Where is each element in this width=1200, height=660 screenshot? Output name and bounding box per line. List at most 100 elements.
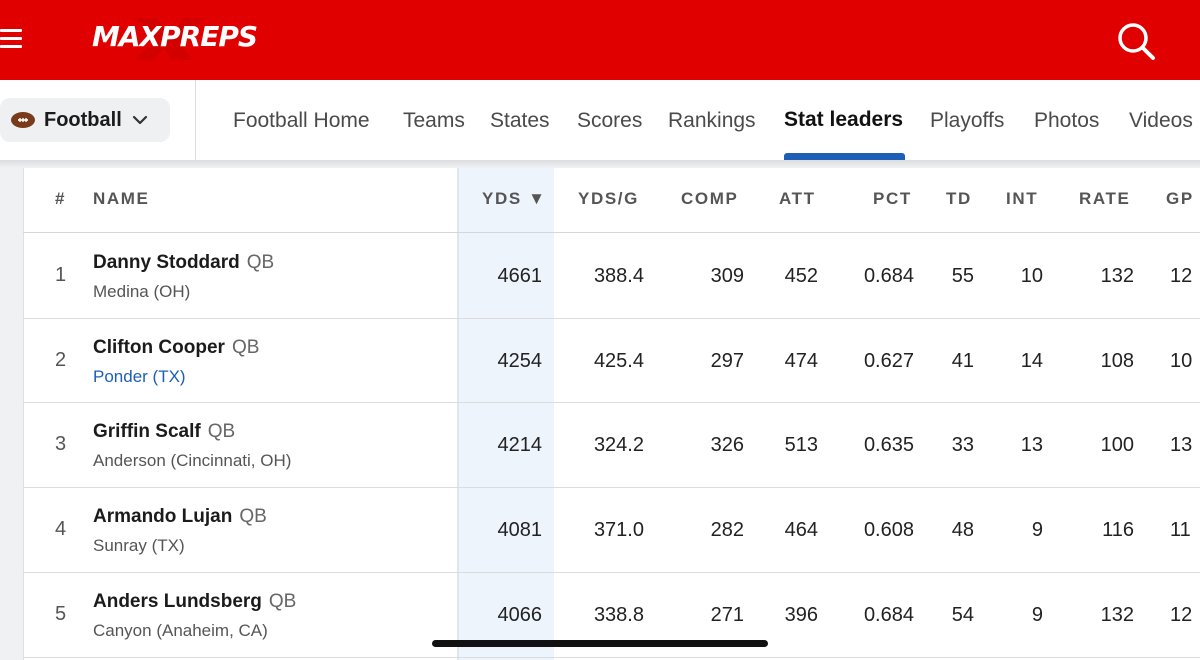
maxpreps-logo[interactable]: MAXPREPS	[92, 14, 258, 62]
player-name[interactable]: Clifton Cooper QB	[93, 337, 259, 359]
stat-comp: 309	[710, 265, 744, 287]
gp-clip: 11	[1150, 519, 1200, 545]
gp-clip: 12	[1150, 604, 1200, 630]
stat-att: 513	[784, 434, 818, 457]
col-header-pct[interactable]: PCT	[873, 189, 912, 208]
sport-selector-label: Football	[44, 108, 122, 131]
col-header-comp[interactable]: COMP	[681, 189, 739, 208]
player-school[interactable]: Anderson (Cincinnati, OH)	[93, 451, 292, 471]
player-name-text: Armando Lujan	[93, 506, 233, 528]
stat-int: 9	[1031, 603, 1043, 626]
row-rank: 5	[55, 602, 67, 625]
subnav-divider	[195, 80, 196, 160]
stat-ydsg: 388.4	[593, 265, 644, 287]
stat-rate: 108	[1100, 349, 1134, 372]
subnav-shadow	[0, 160, 1200, 168]
nav-states[interactable]: States	[490, 109, 550, 132]
chevron-down-icon	[132, 115, 147, 125]
player-position: QB	[239, 506, 267, 528]
player-position: QB	[268, 590, 297, 612]
col-header-yds[interactable]: YDS ▼	[482, 189, 547, 208]
stat-td: 41	[951, 349, 974, 372]
gp-clip: 10	[1150, 350, 1200, 376]
stat-int: 10	[1020, 265, 1043, 287]
player-name[interactable]: Danny Stoddard QB	[93, 252, 274, 274]
gp-clip: 13	[1150, 434, 1200, 460]
col-header-rank: #	[55, 189, 67, 208]
hamburger-icon[interactable]	[0, 27, 26, 53]
nav-football-home[interactable]: Football Home	[233, 109, 370, 132]
stat-rate: 116	[1102, 519, 1134, 542]
stat-comp: 297	[710, 349, 744, 372]
stat-ydsg: 425.4	[593, 349, 644, 372]
nav-videos[interactable]: Videos	[1129, 109, 1193, 132]
stat-gp: 13	[1170, 434, 1193, 457]
stat-td: 33	[951, 434, 974, 457]
stat-pct: 0.684	[863, 265, 914, 287]
logo-wordmark: MAXPREPS	[92, 20, 258, 53]
col-header-name[interactable]: NAME	[93, 189, 150, 208]
nav-stat-leaders[interactable]: Stat leaders	[784, 108, 904, 131]
player-name[interactable]: Armando Lujan QB	[93, 506, 267, 528]
stat-yds: 4214	[497, 434, 543, 457]
logo-x-mark	[134, 18, 204, 60]
row-divider	[23, 657, 1200, 658]
nav-photos[interactable]: Photos	[1034, 109, 1100, 132]
sport-subnav	[0, 80, 1200, 160]
nav-playoffs[interactable]: Playoffs	[930, 109, 1005, 132]
header-divider	[23, 232, 1200, 233]
row-rank: 2	[55, 348, 67, 371]
stat-att: 474	[784, 349, 818, 372]
stat-ydsg: 371.0	[593, 519, 644, 542]
row-divider	[23, 572, 1200, 573]
player-school[interactable]: Sunray (TX)	[93, 536, 185, 556]
active-tab-indicator	[784, 153, 905, 160]
stat-rate: 132	[1100, 603, 1134, 626]
stat-ydsg: 324.2	[593, 434, 644, 457]
col-header-td[interactable]: TD	[946, 189, 972, 208]
stat-gp: 11	[1170, 519, 1191, 542]
player-school[interactable]: Canyon (Anaheim, CA)	[93, 620, 268, 640]
nav-scores[interactable]: Scores	[577, 109, 643, 132]
player-name-text: Anders Lundsberg	[93, 590, 262, 612]
row-rank: 3	[55, 433, 67, 456]
stat-gp: 10	[1170, 349, 1193, 372]
sport-selector[interactable]: Football	[0, 98, 170, 142]
col-header-yds-per-game[interactable]: YDS/G	[578, 189, 639, 208]
stat-gp: 12	[1170, 603, 1193, 626]
player-name-text: Griffin Scalf	[93, 421, 201, 443]
stat-td: 54	[951, 603, 974, 626]
stat-int: 9	[1031, 519, 1043, 542]
stat-yds: 4081	[497, 519, 543, 542]
row-divider	[23, 487, 1200, 488]
stat-pct: 0.608	[863, 519, 914, 542]
gp-clip: 12	[1150, 265, 1200, 291]
stat-leaders-table	[23, 168, 1200, 660]
col-header-rate[interactable]: RATE	[1079, 189, 1131, 208]
search-icon[interactable]	[1114, 20, 1160, 62]
stat-yds: 4254	[497, 349, 543, 372]
col-header-att[interactable]: ATT	[779, 189, 816, 208]
stat-gp: 12	[1170, 265, 1193, 287]
col-header-gp[interactable]: GP	[1166, 189, 1194, 208]
nav-teams[interactable]: Teams	[403, 109, 465, 132]
home-indicator	[432, 640, 768, 647]
sorted-column-highlight	[457, 168, 554, 660]
stat-rate: 132	[1100, 265, 1134, 287]
stat-int: 14	[1020, 349, 1043, 372]
player-position: QB	[231, 336, 260, 358]
row-divider	[23, 402, 1200, 403]
player-school[interactable]: Ponder (TX)	[93, 366, 186, 386]
player-name[interactable]: Griffin Scalf QB	[93, 421, 235, 443]
player-name-text: Clifton Cooper	[93, 336, 225, 358]
col-header-int[interactable]: INT	[1006, 189, 1039, 208]
stat-ydsg: 338.8	[593, 603, 644, 626]
stat-int: 13	[1020, 434, 1043, 457]
stat-comp: 282	[710, 519, 744, 542]
nav-rankings[interactable]: Rankings	[668, 109, 756, 132]
player-school[interactable]: Medina (OH)	[93, 282, 191, 301]
row-rank: 4	[55, 518, 67, 541]
football-icon	[11, 112, 35, 128]
player-name[interactable]: Anders Lundsberg QB	[93, 591, 296, 613]
stat-yds: 4661	[497, 265, 543, 287]
